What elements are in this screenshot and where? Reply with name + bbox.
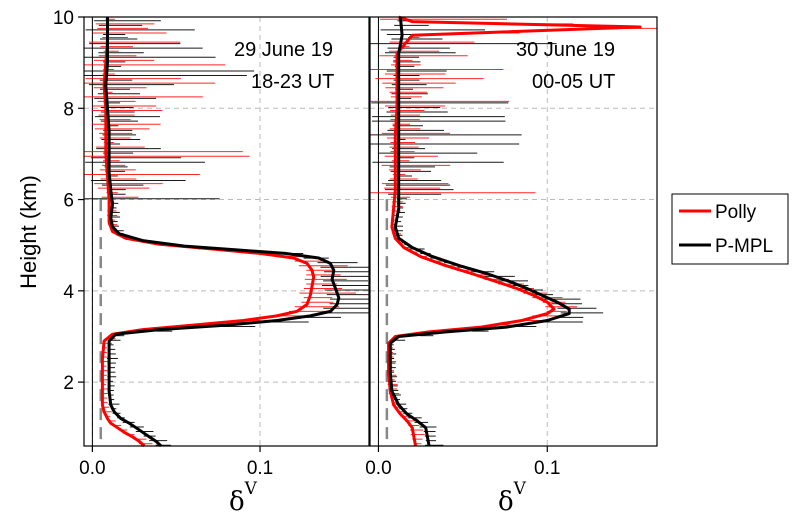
right-grid [370,17,657,446]
left-x-axis-title-main: δ [229,487,245,517]
legend: Polly P-MPL [671,193,789,265]
x-tick-label-1: 0.1 [247,458,273,479]
x-tick-label-1: 0.1 [534,458,560,479]
left-annotation-time: 18-23 UT [251,71,334,93]
left-panel: 0.0 0.1 2 4 6 8 10 29 June 19 18-23 UT δV [53,8,370,517]
left-annotation-date: 29 June 19 [234,39,333,61]
right-x-axis-title-main: δ [498,487,514,517]
right-x-axis-title: δV [498,479,527,517]
y-tick-label-4: 10 [53,8,74,29]
y-tick-label-2: 6 [63,191,74,212]
left-grid [84,17,369,446]
right-annotation-time: 00-05 UT [532,71,615,93]
right-panel: 0.0 0.1 30 June 19 00-05 UT δV [365,15,658,517]
left-plot-frame [83,16,370,447]
series-line-polly [387,15,642,447]
right-x-axis-title-sup: V [513,479,527,499]
left-series [100,17,341,448]
right-x-ticks: 0.0 0.1 [365,446,560,479]
right-annotation-date: 30 June 19 [516,39,615,61]
legend-label-pmpl: P-MPL [715,236,773,257]
series-line-polly [100,17,316,448]
left-x-axis-title: δV [229,479,258,517]
left-x-ticks: 0.0 0.1 [79,446,273,479]
legend-box [671,193,789,265]
y-axis-title: Height (km) [16,175,41,289]
left-y-ticks: 2 4 6 8 10 [53,8,84,394]
y-tick-label-0: 2 [63,373,74,394]
y-tick-label-3: 8 [63,99,74,120]
left-x-axis-title-sup: V [244,479,258,499]
legend-label-polly: Polly [715,202,757,223]
y-tick-label-1: 4 [63,282,74,303]
series-line-pmpl [104,17,341,448]
right-plot-frame [369,16,658,447]
series-line-pmpl [388,16,571,447]
x-tick-label-0: 0.0 [365,458,391,479]
x-tick-label-0: 0.0 [79,458,105,479]
right-series [387,15,642,447]
